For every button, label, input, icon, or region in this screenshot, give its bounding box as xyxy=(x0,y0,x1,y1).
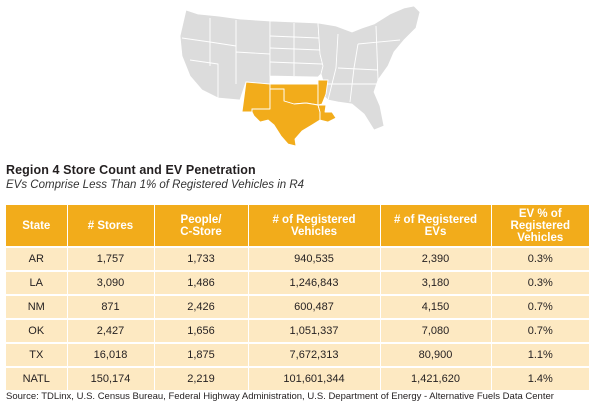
map-state-la xyxy=(317,104,337,123)
table-subtitle: EVs Comprise Less Than 1% of Registered … xyxy=(6,179,305,191)
cell-registered-vehicles: 1,051,337 xyxy=(248,318,381,343)
cell-stores: 16,018 xyxy=(67,342,155,367)
table-title: Region 4 Store Count and EV Penetration xyxy=(6,163,256,177)
cell-stores: 1,757 xyxy=(67,246,155,271)
cell-people-per-cstore: 1,486 xyxy=(154,270,249,295)
cell-ev-percent: 0.3% xyxy=(491,246,589,271)
cell-ev-percent: 0.7% xyxy=(491,318,589,343)
cell-registered-evs: 3,180 xyxy=(380,270,492,295)
col-header-stores: # Stores xyxy=(67,205,155,247)
col-header-registered-evs: # of Registered EVs xyxy=(380,205,492,247)
cell-registered-evs: 7,080 xyxy=(380,318,492,343)
cell-registered-vehicles: 600,487 xyxy=(248,294,381,319)
cell-stores: 150,174 xyxy=(67,366,155,390)
cell-people-per-cstore: 2,426 xyxy=(154,294,249,319)
cell-stores: 871 xyxy=(67,294,155,319)
cell-ev-percent: 1.4% xyxy=(491,366,589,390)
cell-registered-vehicles: 101,601,344 xyxy=(248,366,381,390)
cell-registered-evs: 4,150 xyxy=(380,294,492,319)
cell-registered-evs: 1,421,620 xyxy=(380,366,492,390)
cell-ev-percent: 1.1% xyxy=(491,342,589,367)
map-western-dividers xyxy=(181,18,271,98)
cell-registered-vehicles: 1,246,843 xyxy=(248,270,381,295)
cell-state: NM xyxy=(6,294,68,319)
col-header-ev-percent: EV % of Registered Vehicles xyxy=(491,205,589,247)
table-row: NATL 150,174 2,219 101,601,344 1,421,620… xyxy=(6,366,589,390)
map-state-nm xyxy=(241,81,271,113)
map-eastern-dividers xyxy=(324,25,401,103)
source-note: Source: TDLinx, U.S. Census Bureau, Fede… xyxy=(6,391,554,402)
store-ev-table: State # Stores People/C-Store # of Regis… xyxy=(6,205,589,390)
table-row: AR 1,757 1,733 940,535 2,390 0.3% xyxy=(6,246,589,271)
map-state-tx xyxy=(251,88,321,146)
cell-registered-evs: 80,900 xyxy=(380,342,492,367)
cell-state: LA xyxy=(6,270,68,295)
cell-state: OK xyxy=(6,318,68,343)
cell-people-per-cstore: 1,656 xyxy=(154,318,249,343)
cell-ev-percent: 0.7% xyxy=(491,294,589,319)
cell-registered-vehicles: 7,672,313 xyxy=(248,342,381,367)
cell-state: AR xyxy=(6,246,68,271)
col-header-registered-vehicles: # of Registered Vehicles xyxy=(248,205,381,247)
cell-people-per-cstore: 1,733 xyxy=(154,246,249,271)
map-eastern-states xyxy=(317,5,421,131)
cell-stores: 3,090 xyxy=(67,270,155,295)
table-row: LA 3,090 1,486 1,246,843 3,180 0.3% xyxy=(6,270,589,295)
cell-people-per-cstore: 1,875 xyxy=(154,342,249,367)
table-row: OK 2,427 1,656 1,051,337 7,080 0.7% xyxy=(6,318,589,343)
col-header-state: State xyxy=(6,205,68,247)
map-western-states xyxy=(179,9,271,101)
cell-registered-evs: 2,390 xyxy=(380,246,492,271)
col-header-people-per-cstore: People/C-Store xyxy=(154,205,249,247)
title-block: Region 4 Store Count and EV Penetration … xyxy=(6,163,304,191)
map-state-ar xyxy=(317,79,329,106)
us-map xyxy=(179,5,421,146)
cell-state: NATL xyxy=(6,366,68,390)
cell-stores: 2,427 xyxy=(67,318,155,343)
cell-state: TX xyxy=(6,342,68,367)
table-header-row: State # Stores People/C-Store # of Regis… xyxy=(6,205,589,247)
table-row: TX 16,018 1,875 7,672,313 80,900 1.1% xyxy=(6,342,589,367)
table-row: NM 871 2,426 600,487 4,150 0.7% xyxy=(6,294,589,319)
cell-ev-percent: 0.3% xyxy=(491,270,589,295)
cell-people-per-cstore: 2,219 xyxy=(154,366,249,390)
map-central-dividers xyxy=(269,23,323,76)
cell-registered-vehicles: 940,535 xyxy=(248,246,381,271)
